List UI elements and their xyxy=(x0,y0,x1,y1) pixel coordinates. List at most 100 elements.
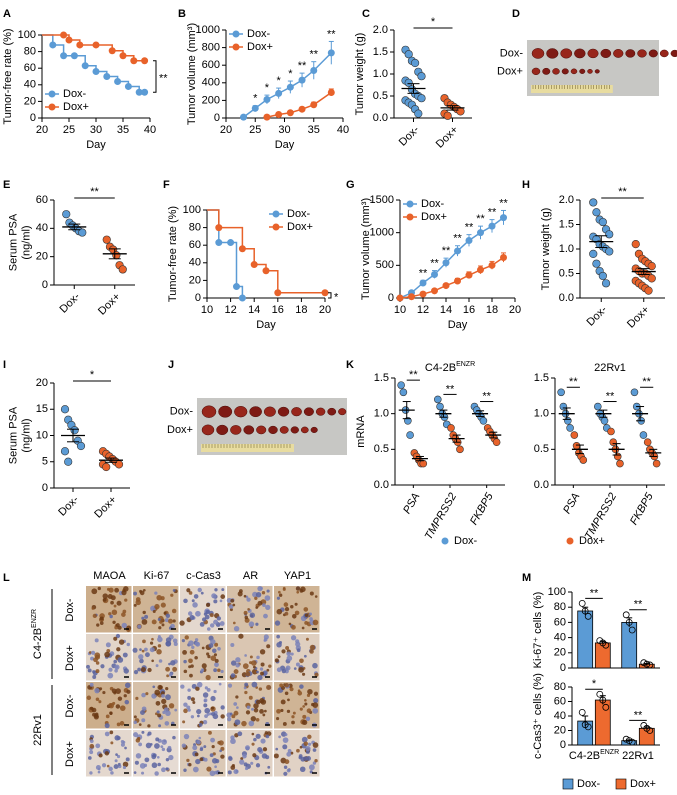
ihc-nucleus xyxy=(107,672,114,679)
ihc-nucleus xyxy=(123,668,129,674)
point xyxy=(647,262,656,271)
ihc-nucleus xyxy=(265,755,270,760)
ihc-nucleus xyxy=(234,719,241,726)
ihc-nucleus xyxy=(147,731,152,736)
y-axis-label: Serum PSA xyxy=(7,213,19,271)
ihc-nucleus xyxy=(286,655,293,662)
x-tick-label: Dox+ xyxy=(434,124,461,151)
ihc-nucleus xyxy=(86,664,90,669)
tumor xyxy=(201,405,217,418)
tumor xyxy=(263,406,276,417)
km-marker xyxy=(141,57,149,65)
ihc-nucleus xyxy=(135,696,139,700)
ihc-nucleus xyxy=(163,707,169,713)
ihc-nucleus xyxy=(201,663,207,669)
ihc-nucleus xyxy=(89,750,94,755)
km-marker xyxy=(215,239,223,247)
ihc-nucleus xyxy=(295,662,300,667)
ihc-nucleus xyxy=(302,672,306,676)
ihc-nucleus xyxy=(299,684,304,689)
tumor xyxy=(625,49,636,58)
ihc-nucleus xyxy=(151,754,157,760)
ihc-nucleus xyxy=(137,667,142,672)
km-marker xyxy=(227,239,235,247)
ihc-nucleus xyxy=(299,745,303,749)
point xyxy=(566,424,574,432)
ihc-nucleus xyxy=(144,652,150,658)
ihc-nucleus xyxy=(99,616,104,621)
ihc-nucleus xyxy=(156,755,160,759)
ihc-nucleus xyxy=(219,749,222,753)
tumor xyxy=(613,49,624,58)
tumor xyxy=(570,68,578,75)
ihc-nucleus xyxy=(214,588,218,592)
ihc-nucleus xyxy=(251,742,255,746)
legend-marker xyxy=(48,90,56,98)
legend-marker xyxy=(48,103,56,111)
legend-label: Dox- xyxy=(287,208,311,220)
ihc-nucleus xyxy=(98,700,102,704)
x-tick-label: 25 xyxy=(249,124,261,136)
ihc-nucleus xyxy=(278,590,281,594)
point xyxy=(647,274,656,283)
ihc-nucleus xyxy=(314,759,318,763)
km-marker xyxy=(114,77,122,85)
ihc-nucleus xyxy=(149,647,155,653)
ihc-nucleus xyxy=(98,753,103,758)
ihc-nucleus xyxy=(121,622,127,629)
ihc-nucleus xyxy=(170,593,174,597)
ihc-nucleus xyxy=(192,701,196,705)
ihc-nucleus xyxy=(232,621,236,625)
ihc-nucleus xyxy=(151,659,154,663)
ihc-nucleus xyxy=(108,703,113,708)
x-tick-label: 25 xyxy=(63,124,75,136)
km-marker xyxy=(250,261,258,269)
y-tick-label: 400 xyxy=(202,77,220,89)
ihc-nucleus xyxy=(123,694,127,698)
point xyxy=(477,229,484,237)
point xyxy=(454,247,461,255)
ihc-nucleus xyxy=(201,646,205,650)
panel-label: I xyxy=(3,359,6,371)
ihc-nucleus xyxy=(276,708,281,714)
ihc-nucleus xyxy=(95,669,100,674)
ihc-nucleus xyxy=(298,666,304,673)
ihc-nucleus xyxy=(214,765,217,769)
panel-label: H xyxy=(522,179,530,191)
point xyxy=(102,462,111,472)
significance: * xyxy=(592,678,597,690)
ihc-nucleus xyxy=(280,699,286,705)
ihc-nucleus xyxy=(238,633,244,639)
km-curve xyxy=(42,34,145,62)
tumor xyxy=(579,68,586,74)
point xyxy=(286,83,294,91)
significance: ** xyxy=(419,267,428,279)
significance: ** xyxy=(453,233,462,245)
ihc-nucleus xyxy=(105,714,110,719)
ihc-nucleus xyxy=(299,588,304,593)
ihc-nucleus xyxy=(203,698,208,703)
ihc-nucleus xyxy=(139,658,144,664)
ihc-nucleus xyxy=(235,695,239,699)
ihc-nucleus xyxy=(257,600,263,606)
ihc-nucleus xyxy=(102,690,106,695)
ihc-nucleus xyxy=(140,710,145,716)
ihc-nucleus xyxy=(157,713,162,718)
ihc-nucleus xyxy=(88,651,92,654)
ihc-nucleus xyxy=(218,740,224,746)
ihc-nucleus xyxy=(232,603,236,607)
ihc-nucleus xyxy=(106,764,110,768)
ihc-nucleus xyxy=(209,770,216,777)
ihc-nucleus xyxy=(296,648,301,653)
ihc-nucleus xyxy=(155,700,161,706)
ihc-nucleus xyxy=(141,692,146,698)
point xyxy=(275,89,283,97)
point xyxy=(584,723,592,731)
tumor xyxy=(542,67,551,75)
ihc-nucleus xyxy=(220,705,225,710)
ihc-nucleus xyxy=(214,658,219,663)
row-label: Dox+ xyxy=(497,65,523,77)
ihc-nucleus xyxy=(243,762,248,767)
ihc-nucleus xyxy=(207,654,211,659)
ihc-nucleus xyxy=(189,649,195,655)
